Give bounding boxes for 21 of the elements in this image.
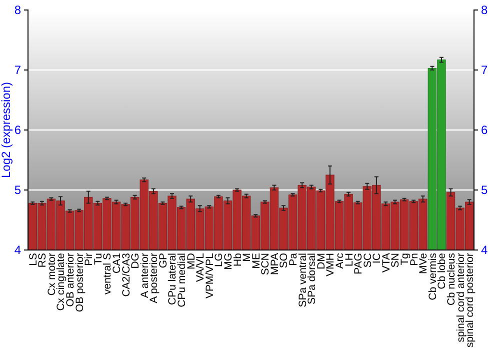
y2-tick-label: 8 <box>481 2 488 17</box>
x-tick-label: CPu medial <box>176 253 188 308</box>
y2-tick-label: 5 <box>481 182 488 197</box>
y2-tick-label: 4 <box>481 242 488 257</box>
y2-tick-label: 6 <box>481 122 488 137</box>
x-tick-label: CA2/CA3 <box>120 252 132 297</box>
x-tick-label: spinal cord anterior <box>454 252 467 342</box>
x-tick-label: spinal cord posterior <box>464 252 476 348</box>
x-tick-label: MD <box>185 252 198 270</box>
x-tick-label: LS <box>27 253 40 266</box>
y-axis-title: Log2 (expression) <box>0 82 13 178</box>
y-tick-label: 4 <box>14 242 22 257</box>
y-tick-label: 7 <box>14 62 22 77</box>
x-tick-label: MVe <box>418 252 430 274</box>
x-tick-label: LH <box>343 253 356 266</box>
y-tick-label: 6 <box>14 122 22 137</box>
y-tick-label: 5 <box>14 182 22 197</box>
x-tick-label: Hb <box>232 252 244 266</box>
x-tick-label: OB posterior <box>74 252 86 312</box>
y2-tick-label: 7 <box>481 62 488 77</box>
y-tick-label: 8 <box>14 2 22 17</box>
